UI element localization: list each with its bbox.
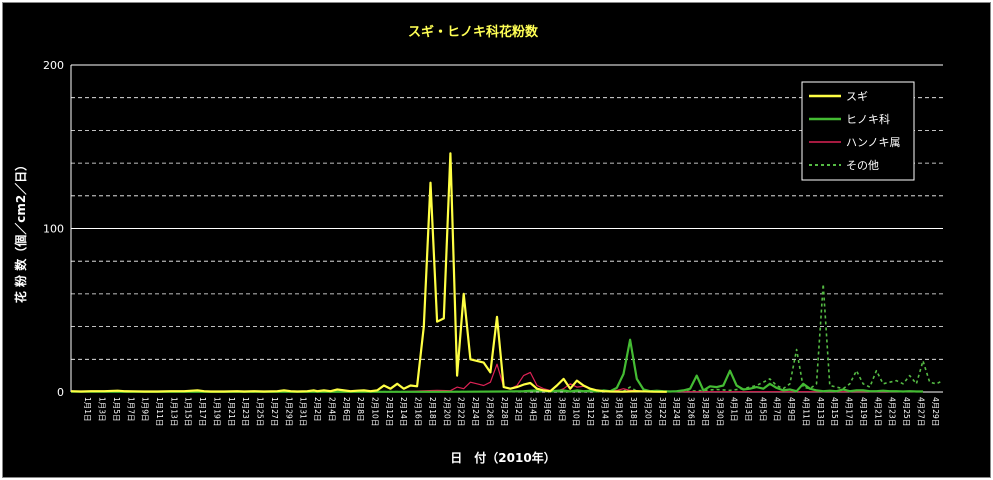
x-tick-label: 2月2日 [313, 397, 322, 422]
chart-title: スギ・ヒノキ科花粉数 [408, 24, 539, 40]
x-tick-label: 4月21日 [873, 397, 882, 426]
x-tick-label: 2月24日 [471, 397, 480, 426]
x-tick-label: 1月25日 [256, 397, 265, 426]
x-tick-label: 3月16日 [615, 397, 624, 426]
x-tick-label: 2月6日 [342, 397, 351, 422]
legend-label-other: その他 [846, 159, 879, 172]
x-tick-label: 1月5日 [112, 397, 121, 422]
x-tick-label: 2月20日 [442, 397, 451, 426]
x-tick-label: 1月17日 [198, 397, 207, 426]
x-tick-label: 1月21日 [227, 397, 236, 426]
x-tick-label: 4月15日 [830, 397, 839, 426]
legend-label-hannoki: ハンノキ属 [846, 136, 900, 149]
x-axis-label: 日 付（2010年） [450, 450, 555, 465]
x-tick-label: 3月20日 [643, 397, 652, 426]
x-tick-label: 1月29日 [284, 397, 293, 426]
x-tick-label: 4月3日 [744, 397, 753, 422]
x-tick-label: 2月10日 [370, 397, 379, 426]
series-lines [70, 152, 944, 393]
x-tick-label: 3月26日 [687, 397, 696, 426]
x-tick-label: 3月30日 [715, 397, 724, 426]
x-tick-label: 3月2日 [514, 397, 523, 422]
x-tick-label: 3月14日 [600, 397, 609, 426]
x-tick-label: 1月19日 [212, 397, 221, 426]
x-tick-label: 2月26日 [485, 397, 494, 426]
x-tick-label: 3月28日 [701, 397, 710, 426]
x-tick-label: 4月9日 [787, 397, 796, 422]
y-axis-label: 花 粉 数（個／cm2／日） [13, 159, 28, 303]
x-tick-label: 4月13日 [816, 397, 825, 426]
x-tick-label: 4月27日 [916, 397, 925, 426]
series-line-hinoki [70, 338, 923, 393]
x-tick-label: 3月6日 [543, 397, 552, 422]
x-tick-label: 1月23日 [241, 397, 250, 426]
series-line-hannoki [71, 363, 923, 393]
x-tick-label: 3月8日 [557, 397, 566, 422]
series-line-sugi [70, 152, 667, 393]
legend-label-hinoki: ヒノキ科 [846, 112, 890, 126]
x-tick-label: 2月14日 [399, 397, 408, 426]
x-tick-label: 2月16日 [414, 397, 423, 426]
x-tick-label: 4月1日 [730, 397, 739, 422]
x-tick-label: 3月24日 [672, 397, 681, 426]
x-tick-label: 2月12日 [385, 397, 394, 426]
y-tick-label: 0 [57, 386, 64, 399]
x-tick-label: 4月25日 [902, 397, 911, 426]
x-tick-label: 2月22日 [457, 397, 466, 426]
x-tick-label: 1月27日 [270, 397, 279, 426]
x-tick-label: 4月19日 [859, 397, 868, 426]
x-tick-label: 1月13日 [169, 397, 178, 426]
x-tick-label: 3月22日 [658, 397, 667, 426]
x-tick-label: 2月28日 [500, 397, 509, 426]
x-tick-label: 1月31日 [299, 397, 308, 426]
legend-box [801, 81, 915, 181]
x-tick-label: 1月15日 [184, 397, 193, 426]
x-axis-ticks: 1月1日 1月3日 1月5日 1月7日 1月9日 1月11日 1月13日 1月15日 1月17日… [83, 397, 940, 426]
y-axis-ticks: 0 100 200 [43, 59, 64, 399]
x-tick-label: 2月4日 [327, 397, 336, 422]
x-tick-label: 3月4日 [529, 397, 538, 422]
x-tick-label: 4月23日 [888, 397, 897, 426]
x-tick-label: 1月1日 [83, 397, 92, 422]
x-tick-label: 4月7日 [773, 397, 782, 422]
x-tick-label: 4月5日 [758, 397, 767, 422]
x-tick-label: 4月29日 [931, 397, 940, 426]
y-tick-label: 100 [43, 223, 64, 236]
x-tick-label: 2月18日 [428, 397, 437, 426]
x-tick-label: 3月12日 [586, 397, 595, 426]
legend-label-sugi: スギ [846, 90, 868, 103]
x-tick-label: 4月17日 [845, 397, 854, 426]
series-line-other [71, 283, 944, 393]
x-tick-label: 2月8日 [356, 397, 365, 422]
x-tick-label: 1月9日 [141, 397, 150, 422]
x-tick-label: 3月18日 [629, 397, 638, 426]
x-tick-label: 1月7日 [126, 397, 135, 422]
x-tick-label: 3月10日 [572, 397, 581, 426]
y-tick-label: 200 [43, 59, 64, 72]
x-tick-label: 1月3日 [98, 397, 107, 422]
x-tick-label: 1月11日 [155, 397, 164, 426]
x-tick-label: 4月11日 [801, 397, 810, 426]
